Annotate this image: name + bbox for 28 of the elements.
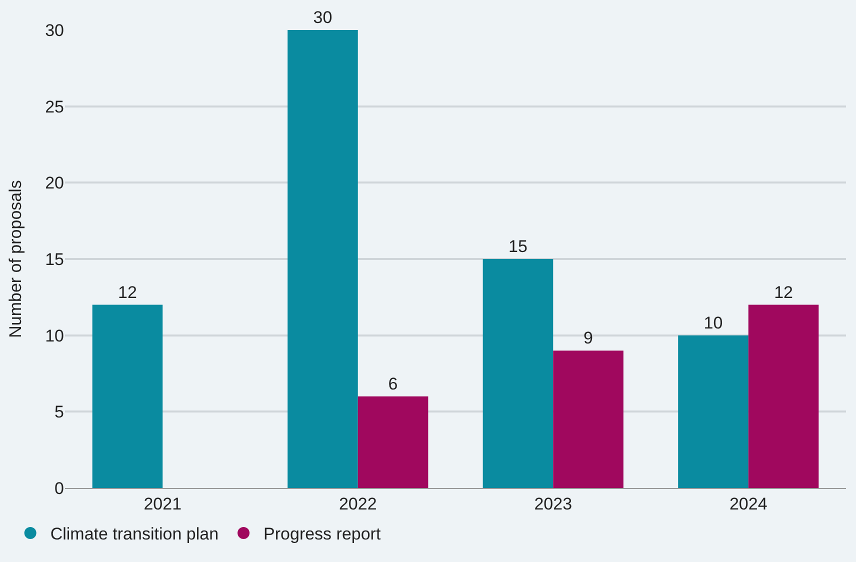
y-tick-label: 10 bbox=[45, 326, 64, 346]
y-tick-label: 20 bbox=[45, 174, 64, 193]
legend-label: Climate transition plan bbox=[50, 524, 219, 544]
x-tick-label: 2023 bbox=[534, 494, 572, 514]
bar bbox=[553, 350, 624, 488]
bar bbox=[678, 335, 748, 488]
x-tick-label: 2021 bbox=[144, 494, 182, 514]
data-label: 6 bbox=[388, 374, 398, 394]
y-tick-label: 25 bbox=[45, 97, 64, 116]
x-tick-label: 2022 bbox=[338, 494, 377, 514]
bar bbox=[288, 30, 358, 488]
data-label: 30 bbox=[313, 8, 332, 27]
y-tick-label: 0 bbox=[54, 478, 64, 498]
y-tick-label: 30 bbox=[45, 20, 64, 40]
data-label: 15 bbox=[508, 237, 528, 256]
y-tick-label: 5 bbox=[54, 402, 64, 422]
data-label: 10 bbox=[704, 313, 723, 332]
y-tick-label: 15 bbox=[45, 250, 64, 269]
y-axis-title: Number of proposals bbox=[6, 180, 25, 338]
data-label: 9 bbox=[584, 328, 594, 348]
data-label: 12 bbox=[118, 282, 137, 302]
bar bbox=[92, 304, 163, 488]
data-label: 12 bbox=[774, 282, 793, 302]
legend-label: Progress report bbox=[264, 524, 381, 544]
bar bbox=[748, 304, 819, 488]
bar bbox=[482, 259, 554, 488]
x-tick-label: 2024 bbox=[729, 494, 768, 514]
bar bbox=[358, 396, 428, 488]
